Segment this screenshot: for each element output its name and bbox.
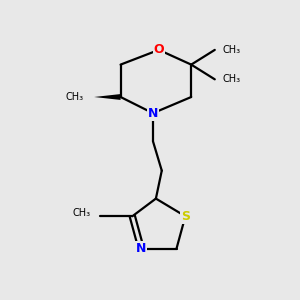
Text: CH₃: CH₃	[73, 208, 91, 218]
Text: N: N	[148, 107, 158, 120]
Polygon shape	[94, 94, 121, 100]
Text: CH₃: CH₃	[66, 92, 84, 102]
Text: S: S	[181, 210, 190, 223]
Text: CH₃: CH₃	[222, 45, 240, 55]
Text: CH₃: CH₃	[222, 74, 240, 84]
Text: N: N	[136, 242, 146, 255]
Text: O: O	[154, 44, 164, 56]
